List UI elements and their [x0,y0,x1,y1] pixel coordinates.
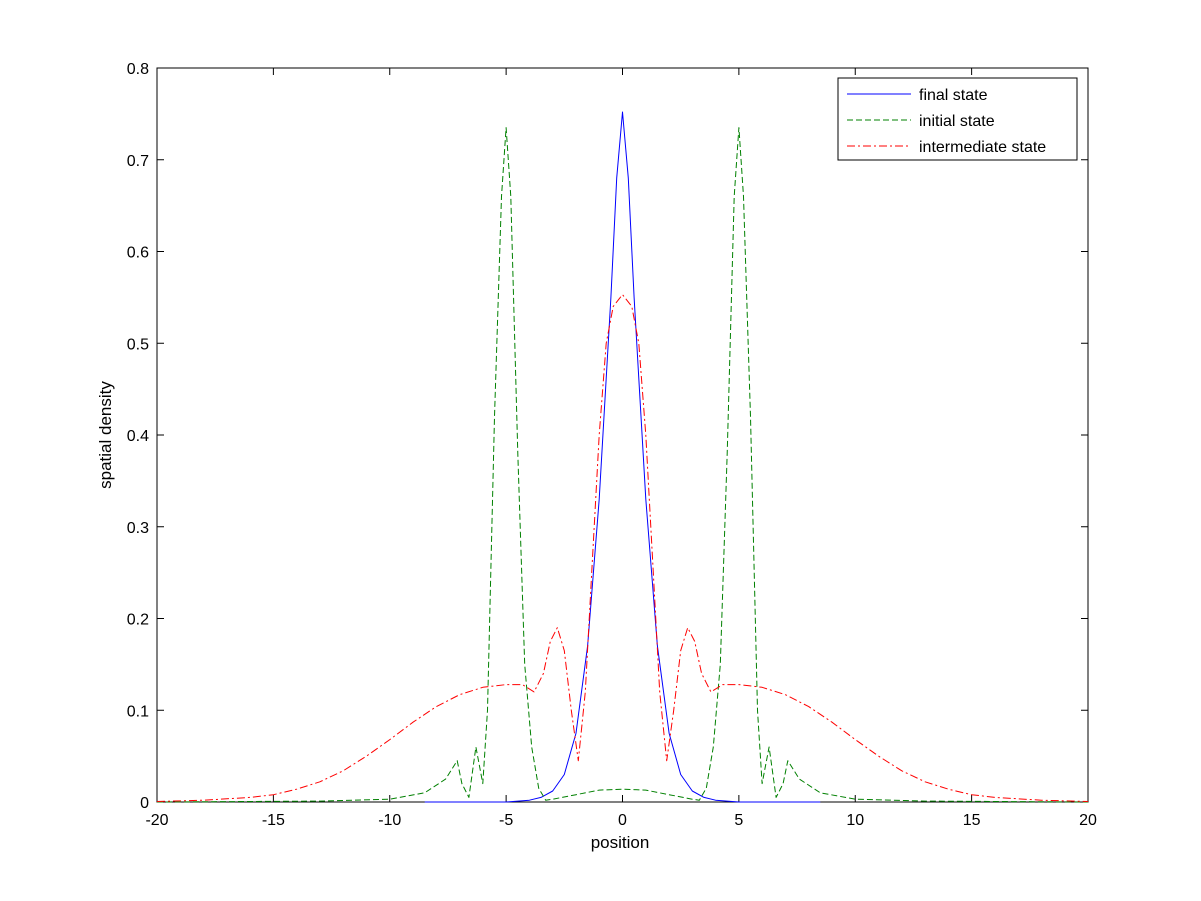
legend-box [837,77,1078,161]
x-tick-label: -10 [378,812,401,829]
y-tick-label: 0.2 [127,612,149,629]
y-tick-label: 0.5 [127,336,149,353]
y-tick-label: 0.8 [127,61,149,78]
y-tick-label: 0.7 [127,153,149,170]
x-tick-label: -20 [145,812,168,829]
x-tick-label: 20 [1079,812,1097,829]
y-tick-label: 0 [140,795,149,812]
x-tick-label: -5 [499,812,513,829]
x-tick-label: 0 [618,812,627,829]
series-line-intermediate-state [156,294,1089,802]
x-axis-label: position [591,833,650,852]
legend-label-intermediate-state: intermediate state [919,139,1046,156]
y-axis-label: spatial density [96,381,115,489]
y-tick-label: 0.4 [127,428,149,445]
series-lines [156,111,1089,803]
legend-label-final-state: final state [919,87,988,104]
y-tick-label: 0.1 [127,703,149,720]
x-tick-label: 15 [963,812,981,829]
legend: final state initial state intermediate s… [837,77,1078,161]
y-tick-label: 0.3 [127,520,149,537]
plot-area [156,67,1089,803]
x-tick-label: 10 [846,812,864,829]
axis-ticks: -20 -15 -10 -5 0 5 10 15 20 0 0.1 0.2 0.3 0.4 0.5 0.6 0.… [127,61,1097,829]
series-line-initial-state [156,127,1089,803]
x-tick-label: -15 [262,812,285,829]
x-tick-label: 5 [734,812,743,829]
y-tick-label: 0.6 [127,245,149,262]
series-line-final-state [424,111,821,803]
legend-label-initial-state: initial state [919,113,995,130]
